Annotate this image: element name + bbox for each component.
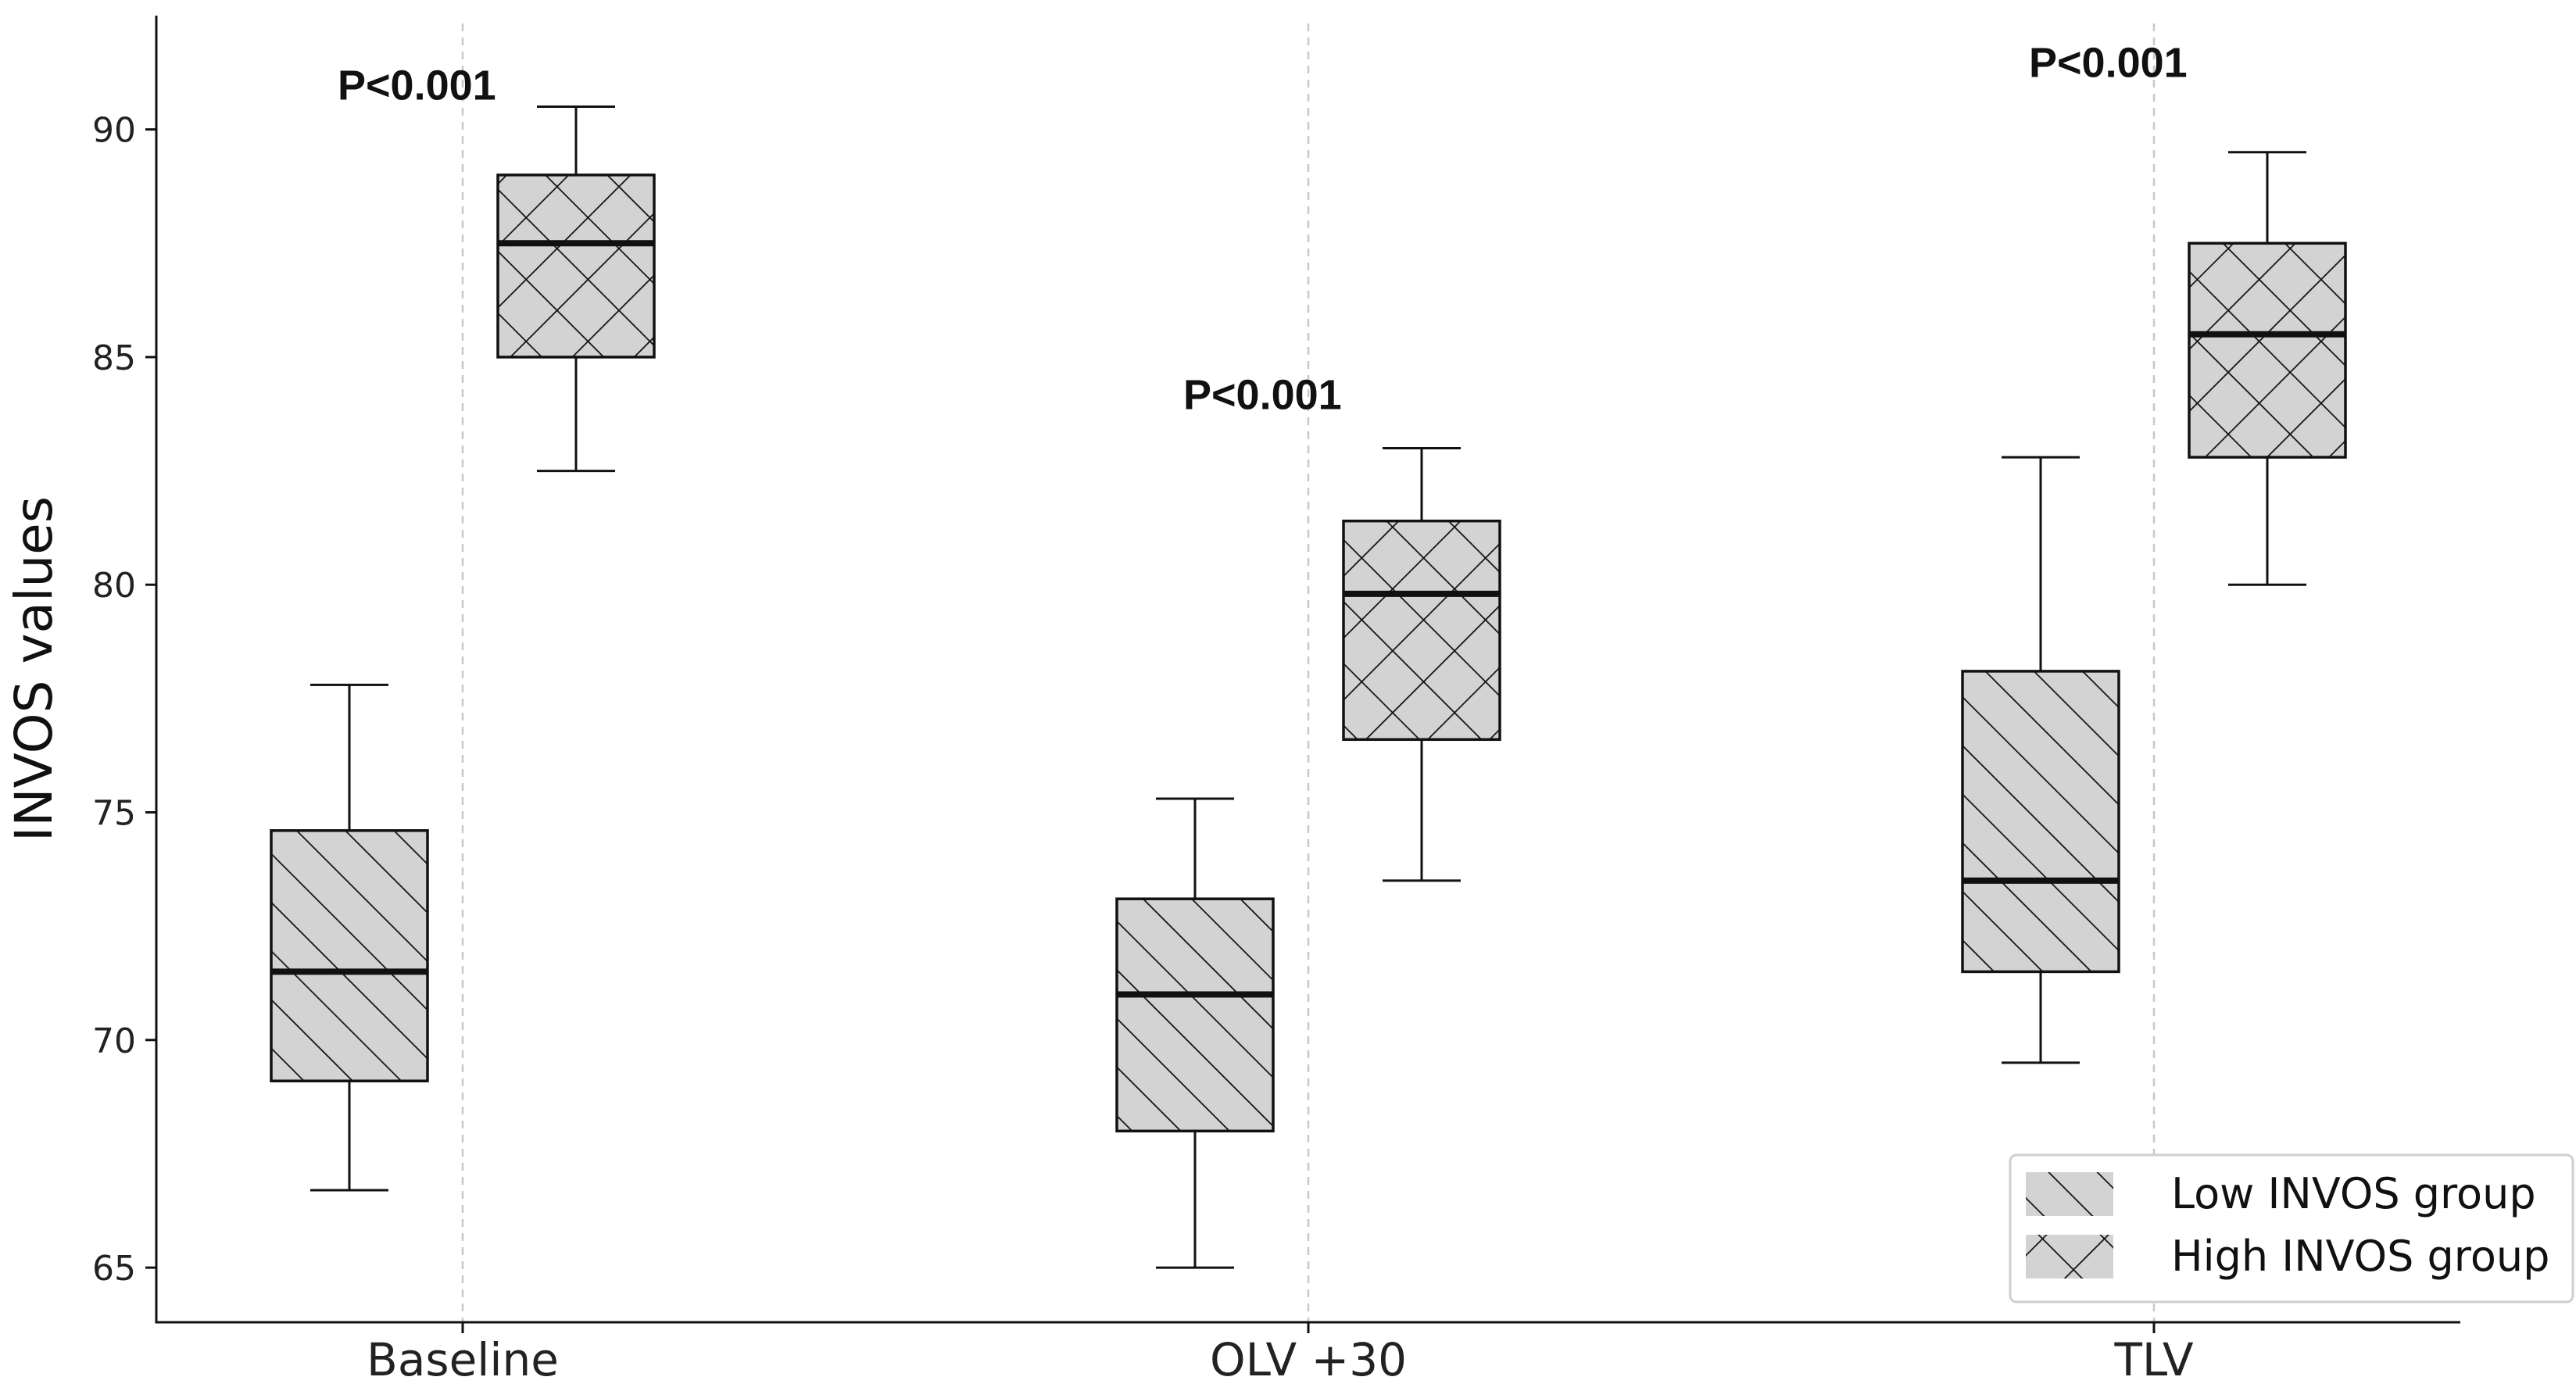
- legend-label: High INVOS group: [2171, 1232, 2549, 1281]
- legend-swatch: [2026, 1235, 2113, 1279]
- box-body: [1115, 897, 1275, 1133]
- box-body: [1961, 670, 2120, 974]
- box-0-0: [270, 683, 429, 1192]
- y-tick-label: 70: [92, 1021, 136, 1061]
- p-value-annotation: P<0.001: [338, 62, 496, 109]
- box-body: [496, 173, 656, 359]
- y-tick-label: 75: [92, 794, 136, 834]
- box-body: [1342, 519, 1501, 742]
- box-0-2: [1961, 456, 2120, 1064]
- p-value-annotation: P<0.001: [1183, 372, 1342, 419]
- legend-frame: [2009, 1153, 2574, 1304]
- box-1-0: [496, 105, 656, 473]
- x-tick-label: OLV +30: [1210, 1333, 1407, 1380]
- legend-swatch: [2026, 1172, 2113, 1216]
- y-tick-label: 65: [92, 1249, 136, 1289]
- x-tick-label: TLV: [2113, 1333, 2193, 1380]
- x-tick-label: Baseline: [367, 1333, 559, 1380]
- box-0-1: [1115, 797, 1275, 1269]
- y-tick-label: 80: [92, 566, 136, 606]
- box-1-2: [2188, 151, 2347, 586]
- y-tick-label: 90: [92, 111, 136, 151]
- box-body: [2188, 241, 2347, 459]
- legend-label: Low INVOS group: [2171, 1169, 2536, 1218]
- box-1-1: [1342, 446, 1501, 882]
- y-tick-label: 85: [92, 338, 136, 378]
- p-value-annotation: P<0.001: [2029, 39, 2188, 86]
- box-body: [270, 829, 429, 1082]
- y-axis-label: INVOS values: [4, 496, 64, 842]
